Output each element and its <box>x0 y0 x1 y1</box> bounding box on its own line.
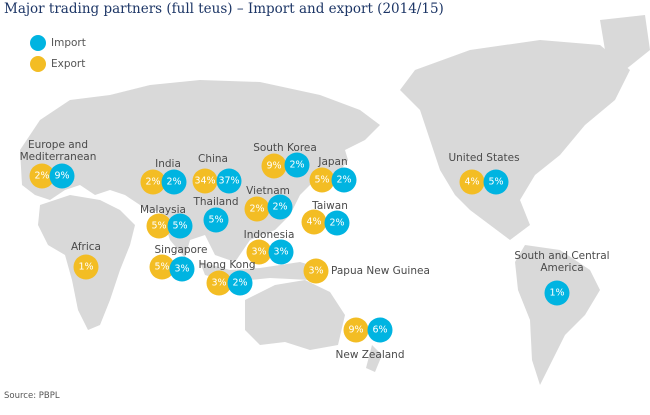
partner-label: South and Central America <box>514 250 610 274</box>
partner-label: Hong Kong <box>198 259 256 271</box>
south-america-landmass <box>515 245 600 385</box>
partner-label: Taiwan <box>312 200 348 212</box>
north-america-landmass <box>400 40 630 240</box>
partner-label: India <box>155 158 181 170</box>
legend-export: Export <box>30 56 85 72</box>
partner-label: Papua New Guinea <box>331 265 430 277</box>
partner-label: United States <box>448 152 520 164</box>
export-share-circle: 5% <box>309 167 335 193</box>
import-share-circle: 37% <box>216 168 242 194</box>
partner-label: Singapore <box>154 244 208 256</box>
import-share-circle: 3% <box>169 256 195 282</box>
export-share-circle: 3% <box>206 270 232 296</box>
japan-landmass <box>325 140 348 178</box>
legend-export-label: Export <box>51 58 86 70</box>
partner-label: Indonesia <box>243 229 295 241</box>
import-share-circle: 2% <box>324 210 350 236</box>
export-swatch-icon <box>30 56 46 72</box>
export-share-circle: 2% <box>244 196 270 222</box>
export-share-circle: 34% <box>192 168 218 194</box>
australia-landmass <box>245 280 345 350</box>
partner-label: Malaysia <box>140 204 186 216</box>
legend-import-label: Import <box>51 37 86 49</box>
partner-label: Vietnam <box>246 185 290 197</box>
export-share-circle: 9% <box>343 317 369 343</box>
import-share-circle: 3% <box>268 239 294 265</box>
new-zealand-landmass <box>366 345 382 372</box>
export-share-circle: 1% <box>73 254 99 280</box>
export-share-circle: 3% <box>303 258 329 284</box>
import-share-circle: 5% <box>167 213 193 239</box>
import-share-circle: 2% <box>267 194 293 220</box>
partner-label: New Zealand <box>335 349 405 361</box>
import-share-circle: 2% <box>331 167 357 193</box>
greenland-landmass <box>600 15 650 70</box>
export-share-circle: 5% <box>146 213 172 239</box>
partner-label: South Korea <box>253 142 317 154</box>
import-share-circle: 2% <box>227 270 253 296</box>
export-share-circle: 2% <box>140 169 166 195</box>
export-share-circle: 4% <box>459 169 485 195</box>
import-share-circle: 5% <box>203 207 229 233</box>
partner-label: China <box>198 153 228 165</box>
source-note: Source: PBPL <box>4 391 60 401</box>
partner-label: Thailand <box>193 196 239 208</box>
import-swatch-icon <box>30 35 46 51</box>
export-share-circle: 9% <box>261 153 287 179</box>
import-share-circle: 9% <box>49 163 75 189</box>
map-title: Major trading partners (full teus) – Imp… <box>4 1 444 17</box>
partner-label: Africa <box>71 241 101 253</box>
partner-label: Europe and Mediterranean <box>19 139 97 163</box>
export-share-circle: 3% <box>246 239 272 265</box>
import-share-circle: 2% <box>284 152 310 178</box>
import-share-circle: 2% <box>161 169 187 195</box>
import-share-circle: 6% <box>367 317 393 343</box>
export-share-circle: 4% <box>301 209 327 235</box>
import-share-circle: 5% <box>483 169 509 195</box>
partner-label: Japan <box>318 156 348 168</box>
import-share-circle: 1% <box>544 280 570 306</box>
legend-import: Import <box>30 35 86 51</box>
